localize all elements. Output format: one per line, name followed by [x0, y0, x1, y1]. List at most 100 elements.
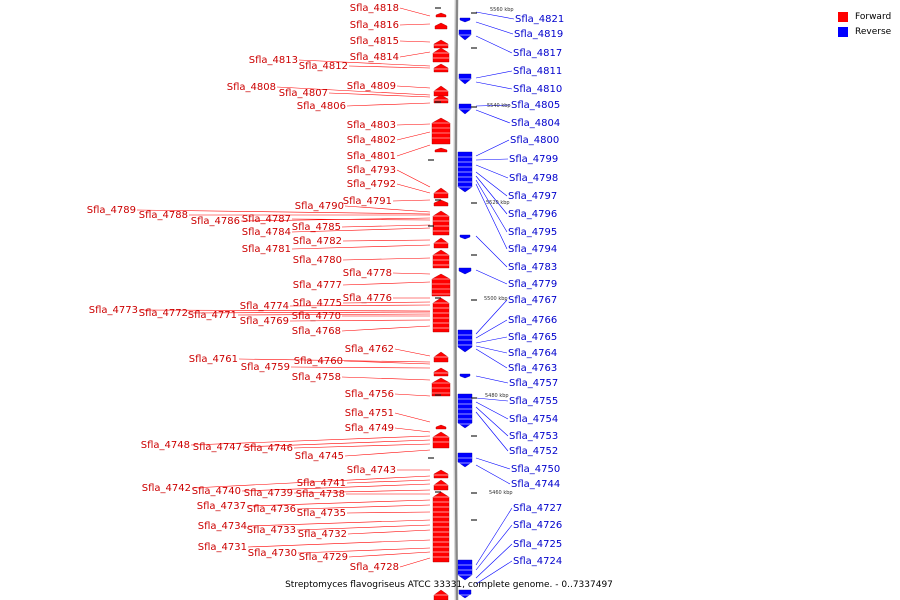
reverse-gene-glyph[interactable] [458, 589, 472, 599]
reverse-gene-glyph[interactable] [459, 234, 471, 240]
forward-gene-label[interactable]: Sfla_4746 [244, 443, 293, 454]
reverse-gene-label[interactable]: Sfla_4725 [513, 539, 562, 550]
forward-gene-label[interactable]: Sfla_4768 [292, 326, 341, 337]
forward-gene-label[interactable]: Sfla_4735 [297, 508, 346, 519]
forward-gene-label[interactable]: Sfla_4789 [87, 205, 136, 216]
forward-gene-label[interactable]: Sfla_4803 [347, 120, 396, 131]
forward-gene-glyph[interactable] [431, 117, 451, 145]
forward-gene-label[interactable]: Sfla_4748 [141, 440, 190, 451]
reverse-gene-glyph[interactable] [459, 17, 471, 23]
reverse-gene-label[interactable]: Sfla_4811 [513, 66, 562, 77]
reverse-gene-label[interactable]: Sfla_4767 [508, 295, 557, 306]
reverse-gene-label[interactable]: Sfla_4755 [509, 396, 558, 407]
forward-gene-label[interactable]: Sfla_4732 [298, 529, 347, 540]
forward-gene-label[interactable]: Sfla_4786 [191, 216, 240, 227]
forward-gene-label[interactable]: Sfla_4808 [227, 82, 276, 93]
forward-gene-label[interactable]: Sfla_4751 [345, 408, 394, 419]
forward-gene-label[interactable]: Sfla_4756 [345, 389, 394, 400]
reverse-gene-label[interactable]: Sfla_4804 [511, 118, 560, 129]
forward-gene-glyph[interactable] [431, 273, 451, 297]
forward-gene-label[interactable]: Sfla_4770 [292, 311, 341, 322]
forward-gene-label[interactable]: Sfla_4785 [292, 222, 341, 233]
forward-gene-label[interactable]: Sfla_4734 [198, 521, 247, 532]
reverse-gene-label[interactable]: Sfla_4754 [509, 414, 558, 425]
forward-gene-glyph[interactable] [431, 377, 451, 397]
reverse-gene-label[interactable]: Sfla_4805 [511, 100, 560, 111]
forward-gene-glyph[interactable] [434, 147, 448, 153]
forward-gene-label[interactable]: Sfla_4793 [347, 165, 396, 176]
forward-gene-label[interactable]: Sfla_4729 [299, 552, 348, 563]
forward-gene-label[interactable]: Sfla_4801 [347, 151, 396, 162]
forward-gene-glyph[interactable] [435, 12, 447, 18]
reverse-gene-label[interactable]: Sfla_4794 [508, 244, 557, 255]
forward-gene-label[interactable]: Sfla_4806 [297, 101, 346, 112]
forward-gene-label[interactable]: Sfla_4774 [240, 301, 289, 312]
forward-gene-label[interactable]: Sfla_4741 [297, 478, 346, 489]
reverse-gene-glyph[interactable] [459, 373, 471, 379]
forward-gene-label[interactable]: Sfla_4771 [188, 310, 237, 321]
forward-gene-label[interactable]: Sfla_4812 [299, 61, 348, 72]
forward-gene-label[interactable]: Sfla_4769 [240, 316, 289, 327]
reverse-gene-glyph[interactable] [458, 267, 472, 275]
forward-gene-label[interactable]: Sfla_4780 [293, 255, 342, 266]
reverse-gene-label[interactable]: Sfla_4810 [513, 84, 562, 95]
reverse-gene-label[interactable]: Sfla_4795 [508, 227, 557, 238]
forward-gene-label[interactable]: Sfla_4728 [350, 562, 399, 573]
forward-gene-glyph[interactable] [433, 94, 449, 104]
reverse-gene-label[interactable]: Sfla_4799 [509, 154, 558, 165]
forward-gene-glyph[interactable] [435, 424, 447, 430]
forward-gene-label[interactable]: Sfla_4816 [350, 20, 399, 31]
forward-gene-label[interactable]: Sfla_4730 [248, 548, 297, 559]
reverse-gene-label[interactable]: Sfla_4744 [511, 479, 560, 490]
forward-gene-label[interactable]: Sfla_4790 [295, 201, 344, 212]
forward-gene-label[interactable]: Sfla_4775 [293, 298, 342, 309]
forward-gene-label[interactable]: Sfla_4773 [89, 305, 138, 316]
reverse-gene-label[interactable]: Sfla_4800 [510, 135, 559, 146]
forward-gene-label[interactable]: Sfla_4743 [347, 465, 396, 476]
forward-gene-label[interactable]: Sfla_4758 [292, 372, 341, 383]
forward-gene-label[interactable]: Sfla_4749 [345, 423, 394, 434]
forward-gene-label[interactable]: Sfla_4814 [350, 52, 399, 63]
reverse-gene-label[interactable]: Sfla_4757 [509, 378, 558, 389]
forward-gene-label[interactable]: Sfla_4809 [347, 81, 396, 92]
forward-gene-label[interactable]: Sfla_4740 [192, 486, 241, 497]
reverse-gene-label[interactable]: Sfla_4821 [515, 14, 564, 25]
forward-gene-label[interactable]: Sfla_4784 [242, 227, 291, 238]
forward-gene-glyph[interactable] [433, 469, 449, 479]
forward-gene-glyph[interactable] [433, 63, 449, 73]
forward-gene-label[interactable]: Sfla_4736 [247, 504, 296, 515]
forward-gene-label[interactable]: Sfla_4802 [347, 135, 396, 146]
forward-gene-label[interactable]: Sfla_4739 [244, 488, 293, 499]
forward-gene-glyph[interactable] [433, 199, 449, 207]
reverse-gene-label[interactable]: Sfla_4753 [509, 431, 558, 442]
reverse-gene-label[interactable]: Sfla_4797 [508, 191, 557, 202]
reverse-gene-label[interactable]: Sfla_4763 [508, 363, 557, 374]
forward-gene-label[interactable]: Sfla_4807 [279, 88, 328, 99]
reverse-gene-glyph[interactable] [457, 393, 473, 429]
forward-gene-glyph[interactable] [432, 431, 450, 449]
forward-gene-label[interactable]: Sfla_4737 [197, 501, 246, 512]
reverse-gene-label[interactable]: Sfla_4766 [508, 315, 557, 326]
forward-gene-label[interactable]: Sfla_4776 [343, 293, 392, 304]
forward-gene-glyph[interactable] [432, 47, 450, 63]
forward-gene-glyph[interactable] [434, 22, 448, 30]
reverse-gene-glyph[interactable] [457, 452, 473, 468]
forward-gene-label[interactable]: Sfla_4772 [139, 308, 188, 319]
reverse-gene-label[interactable]: Sfla_4779 [508, 279, 557, 290]
forward-gene-label[interactable]: Sfla_4742 [142, 483, 191, 494]
forward-gene-label[interactable]: Sfla_4777 [293, 280, 342, 291]
reverse-gene-label[interactable]: Sfla_4727 [513, 503, 562, 514]
reverse-gene-label[interactable]: Sfla_4726 [513, 520, 562, 531]
forward-gene-label[interactable]: Sfla_4792 [347, 179, 396, 190]
forward-gene-label[interactable]: Sfla_4759 [241, 362, 290, 373]
forward-gene-label[interactable]: Sfla_4782 [293, 236, 342, 247]
forward-gene-label[interactable]: Sfla_4791 [343, 196, 392, 207]
reverse-gene-label[interactable]: Sfla_4724 [513, 556, 562, 567]
forward-gene-label[interactable]: Sfla_4813 [249, 55, 298, 66]
forward-gene-label[interactable]: Sfla_4733 [247, 525, 296, 536]
forward-gene-label[interactable]: Sfla_4731 [198, 542, 247, 553]
reverse-gene-label[interactable]: Sfla_4817 [513, 48, 562, 59]
reverse-gene-label[interactable]: Sfla_4750 [511, 464, 560, 475]
forward-gene-label[interactable]: Sfla_4762 [345, 344, 394, 355]
forward-gene-label[interactable]: Sfla_4788 [139, 210, 188, 221]
